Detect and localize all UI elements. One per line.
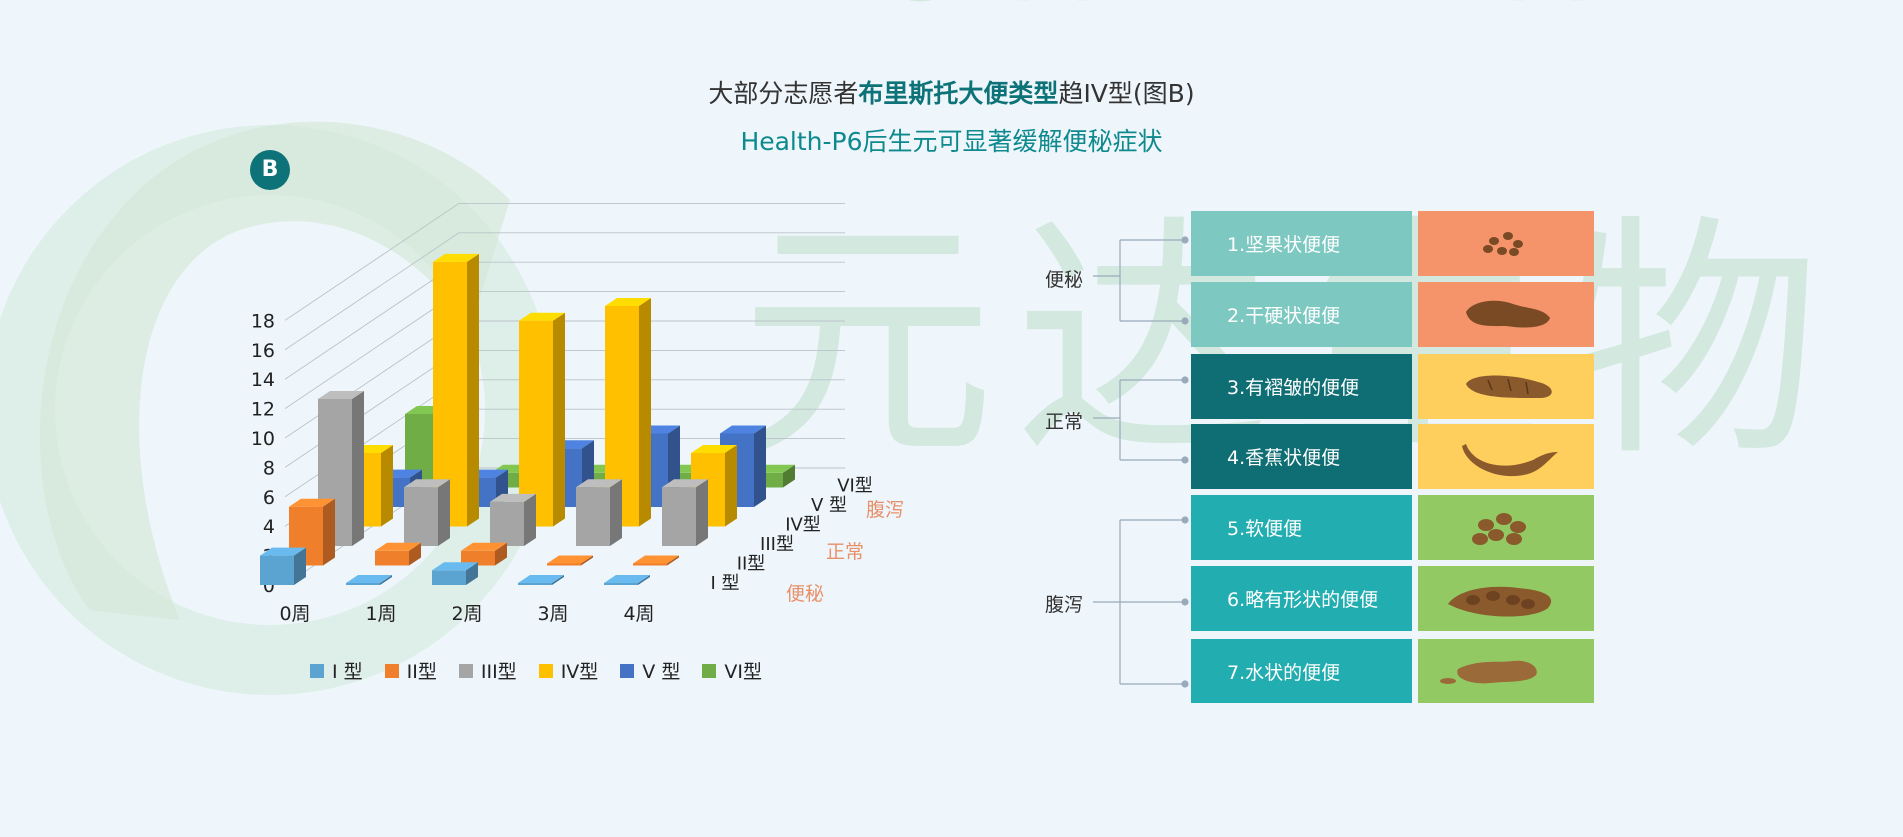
y-tick-label: 10 [251, 428, 275, 450]
bar [461, 542, 507, 566]
bar [662, 479, 708, 546]
y-tick-label: 8 [263, 457, 275, 479]
bristol-type-label: 3.有褶皱的便便 [1191, 354, 1412, 419]
bar [375, 542, 421, 566]
bar [432, 562, 478, 585]
x-tick-label: 3周 [537, 603, 568, 625]
bar [318, 391, 364, 546]
banana-stool-icon [1462, 444, 1558, 477]
bar [518, 575, 564, 585]
y-tick-label: 4 [263, 516, 275, 538]
bar [547, 555, 593, 566]
legend-label: IV型 [560, 661, 599, 683]
watery-stool-icon [1440, 660, 1537, 684]
legend-item: III型 [458, 657, 517, 684]
legend-label: V 型 [642, 661, 681, 683]
y-tick-label: 6 [263, 487, 275, 509]
bristol-type-image [1418, 424, 1594, 489]
legend-label: I 型 [332, 661, 363, 683]
bristol-type-label: 1.坚果状便便 [1191, 211, 1412, 276]
bristol-type-label: 5.软便便 [1191, 495, 1412, 560]
legend-item: II型 [384, 657, 437, 684]
group-axis-label: 正常 [826, 541, 864, 563]
group-axis-label: 腹泻 [866, 499, 904, 521]
bristol-type-image [1418, 354, 1594, 419]
group-label-diarrhea: 腹泻 [1045, 594, 1084, 616]
hard-stool-icon [1466, 300, 1550, 328]
bar [519, 312, 565, 527]
group-label-constipation: 便秘 [1045, 269, 1084, 291]
bristol-type-label: 7.水状的便便 [1191, 639, 1412, 703]
x-tick-label: 2周 [451, 603, 482, 625]
depth-axis-label: III型 [760, 534, 794, 555]
bristol-type-label: 6.略有形状的便便 [1191, 566, 1412, 631]
y-tick-label: 12 [251, 399, 275, 421]
x-tick-label: 0周 [279, 603, 310, 625]
legend-swatch [310, 663, 324, 678]
group-axis-label: 便秘 [786, 583, 824, 605]
legend-item: VI型 [702, 657, 762, 684]
legend-label: VI型 [724, 661, 762, 683]
header: 大部分志愿者布里斯托大便类型趋IV型(图B) Health-P6后生元可显著缓解… [0, 78, 1903, 158]
bristol-type-label: 2.干硬状便便 [1191, 282, 1412, 347]
bristol-type-image [1418, 495, 1594, 560]
bristol-type-image [1418, 282, 1594, 347]
soft-stool-icon [1472, 513, 1526, 545]
x-tick-label: 4周 [623, 603, 654, 625]
bar [633, 555, 679, 566]
cracked-stool-icon [1466, 375, 1552, 399]
x-tick-label: 1周 [365, 603, 396, 625]
bar-chart-3d: 0246810121416180周1周2周3周4周I 型II型III型IV型V … [251, 202, 904, 625]
bar [404, 479, 450, 546]
legend-label: III型 [480, 661, 517, 683]
figure-badge: B [250, 150, 290, 190]
bristol-type-image [1418, 211, 1594, 276]
mushy-stool-icon [1448, 586, 1552, 617]
nut-stool-icon [1483, 232, 1523, 256]
page-subtitle: Health-P6后生元可显著缓解便秘症状 [740, 127, 1163, 156]
bristol-type-image [1418, 566, 1594, 631]
legend-swatch [458, 663, 473, 678]
depth-axis-label: IV型 [785, 515, 821, 536]
page-title: 大部分志愿者布里斯托大便类型趋IV型(图B) [708, 79, 1195, 108]
legend-swatch [384, 663, 399, 678]
depth-axis-label: II型 [737, 554, 766, 575]
bar [604, 575, 650, 585]
legend-label: II型 [406, 661, 437, 683]
legend-swatch [620, 663, 635, 678]
legend-item: I 型 [310, 657, 363, 684]
legend-item: V 型 [620, 657, 680, 684]
bars [260, 253, 795, 585]
group-label-normal: 正常 [1045, 411, 1084, 433]
bristol-type-label: 4.香蕉状便便 [1191, 424, 1412, 489]
bar [346, 575, 392, 585]
bar [490, 493, 536, 546]
bar [260, 547, 306, 585]
y-tick-label: 18 [251, 310, 275, 332]
depth-axis-label: VI型 [837, 476, 873, 497]
depth-axis-label: V 型 [811, 495, 847, 516]
depth-axis-label: I 型 [710, 573, 739, 594]
legend-swatch [702, 663, 717, 678]
legend-item: IV型 [538, 657, 599, 684]
bristol-type-image [1418, 639, 1594, 703]
legend-swatch [538, 663, 553, 678]
bar [576, 479, 622, 546]
y-tick-label: 14 [251, 369, 275, 391]
y-tick-label: 16 [251, 340, 275, 362]
chart-legend: I 型 II型 III型 IV型 V 型 VI型 [310, 657, 762, 684]
